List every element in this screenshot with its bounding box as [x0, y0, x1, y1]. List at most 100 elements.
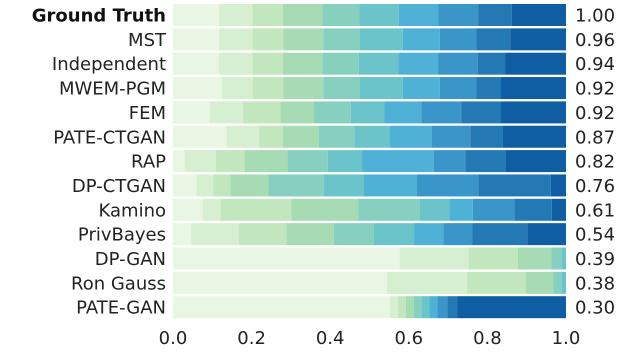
bar-segment-fem-1	[173, 101, 210, 124]
bar-segment-independent-3	[252, 52, 283, 75]
row-label-mwem-pgm: MWEM-PGM	[59, 79, 166, 100]
bar-segment-dp-ctgan-7	[363, 174, 418, 197]
bar-segment-ground-truth-1	[173, 4, 219, 26]
bar-segment-mst-7	[402, 28, 440, 51]
row-label-rap: RAP	[131, 152, 166, 173]
bar-segment-kamino-5	[358, 198, 420, 221]
bar-segment-ground-truth-5	[322, 4, 360, 26]
bar-segment-dp-ctgan-9	[478, 174, 551, 197]
bar-segment-pate-ctgan-6	[354, 125, 391, 148]
bar-segment-privbayes-10	[527, 223, 566, 246]
bar-segment-dp-gan-5	[551, 247, 562, 270]
bar-segment-dp-gan-3	[468, 247, 518, 270]
row-label-mst: MST	[128, 30, 167, 51]
row-label-kamino: Kamino	[99, 200, 166, 221]
bar-segment-mwem-pgm-4	[283, 77, 324, 100]
x-tick-label-2: 0.4	[316, 328, 345, 349]
bar-segment-ron-gauss-6	[561, 271, 566, 294]
bar-segment-pate-gan-1	[173, 296, 391, 319]
bar-segment-pate-ctgan-5	[318, 125, 355, 148]
bar-segment-dp-gan-6	[561, 247, 566, 270]
bar-segment-ron-gauss-2	[386, 271, 468, 294]
bar-segment-pate-ctgan-4	[282, 125, 319, 148]
bar-segment-mwem-pgm-3	[252, 77, 284, 100]
bar-segment-dp-ctgan-10	[550, 174, 566, 197]
bar-segment-ron-gauss-1	[173, 271, 387, 294]
bar-segment-ground-truth-10	[511, 4, 566, 26]
score-label-mst: 0.96	[575, 30, 615, 51]
bar-segment-ground-truth-7	[398, 4, 439, 26]
row-label-dp-gan: DP-GAN	[95, 249, 166, 270]
bar-segment-rap-6	[327, 150, 363, 173]
score-label-mwem-pgm: 0.92	[575, 79, 615, 100]
bar-segment-dp-ctgan-3	[213, 174, 231, 197]
bar-segment-pate-gan-7	[429, 296, 438, 319]
row-label-privbayes: PrivBayes	[78, 225, 166, 246]
score-label-independent: 0.94	[575, 54, 615, 75]
bar-segment-kamino-8	[472, 198, 515, 221]
bar-segment-pate-gan-6	[421, 296, 430, 319]
bar-segment-rap-2	[184, 150, 216, 173]
bar-segment-mwem-pgm-9	[476, 77, 502, 100]
row-label-fem: FEM	[129, 103, 166, 124]
row-label-independent: Independent	[52, 54, 166, 75]
score-label-rap: 0.82	[575, 152, 615, 173]
bar-segment-fem-6	[350, 101, 385, 124]
bar-segment-dp-ctgan-2	[196, 174, 214, 197]
bar-segment-ron-gauss-4	[525, 271, 554, 294]
bar-segment-fem-3	[243, 101, 281, 124]
bar-segment-dp-ctgan-6	[323, 174, 364, 197]
bar-segment-pate-gan-9	[447, 296, 458, 319]
bar-segment-mst-10	[510, 28, 566, 51]
x-tick-label-0: 0.0	[159, 328, 188, 349]
bar-segment-pate-gan-3	[397, 296, 406, 319]
bar-segment-rap-1	[173, 150, 185, 173]
bar-segment-pate-ctgan-10	[502, 125, 566, 148]
bar-segment-pate-ctgan-3	[259, 125, 283, 148]
bar-segment-fem-5	[314, 101, 351, 124]
bar-segment-ground-truth-3	[252, 4, 283, 26]
bar-segment-privbayes-8	[443, 223, 473, 246]
bar-segment-ground-truth-9	[478, 4, 512, 26]
bar-segment-ron-gauss-5	[553, 271, 562, 294]
bar-segment-independent-4	[282, 52, 323, 75]
bars-group	[173, 4, 566, 319]
bar-segment-privbayes-6	[373, 223, 415, 246]
bar-segment-independent-10	[505, 52, 566, 75]
bar-segment-privbayes-4	[286, 223, 334, 246]
bar-segment-dp-ctgan-8	[417, 174, 479, 197]
bar-segment-fem-7	[384, 101, 422, 124]
bar-segment-mwem-pgm-2	[222, 77, 253, 100]
score-label-ron-gauss: 0.38	[575, 273, 615, 294]
bar-segment-mst-6	[360, 28, 403, 51]
row-label-pate-gan: PATE-GAN	[76, 298, 166, 319]
score-label-privbayes: 0.54	[575, 225, 615, 246]
bar-segment-rap-7	[362, 150, 434, 173]
bar-segment-kamino-1	[173, 198, 203, 221]
bar-segment-privbayes-1	[173, 223, 192, 246]
bar-segment-ground-truth-8	[438, 4, 479, 26]
bar-segment-pate-gan-2	[390, 296, 398, 319]
bar-segment-mwem-pgm-6	[360, 77, 403, 100]
x-tick-label-3: 0.6	[394, 328, 423, 349]
score-label-pate-gan: 0.30	[575, 298, 615, 319]
bar-segment-dp-gan-4	[517, 247, 552, 270]
bar-segment-mwem-pgm-1	[173, 77, 223, 100]
score-label-pate-ctgan: 0.87	[575, 127, 615, 148]
bar-segment-ground-truth-4	[282, 4, 323, 26]
bar-segment-mst-3	[252, 28, 284, 51]
score-labels-group: 1.00 0.96 0.94 0.92 0.92 0.87 0.82 0.76 0.61 0.54…	[575, 6, 615, 319]
bar-segment-kamino-6	[419, 198, 450, 221]
bar-segment-rap-10	[505, 150, 566, 173]
bar-segment-rap-5	[287, 150, 328, 173]
bar-segment-kamino-4	[291, 198, 359, 221]
bar-segment-mst-2	[218, 28, 253, 51]
bar-segment-dp-ctgan-5	[268, 174, 324, 197]
bar-segment-mwem-pgm-7	[402, 77, 440, 100]
bar-segment-mst-8	[439, 28, 477, 51]
bar-segment-pate-gan-4	[405, 296, 414, 319]
bar-segment-ground-truth-6	[359, 4, 399, 26]
row-label-ron-gauss: Ron Gauss	[71, 273, 166, 294]
bar-segment-rap-3	[215, 150, 245, 173]
bar-segment-mwem-pgm-5	[323, 77, 360, 100]
